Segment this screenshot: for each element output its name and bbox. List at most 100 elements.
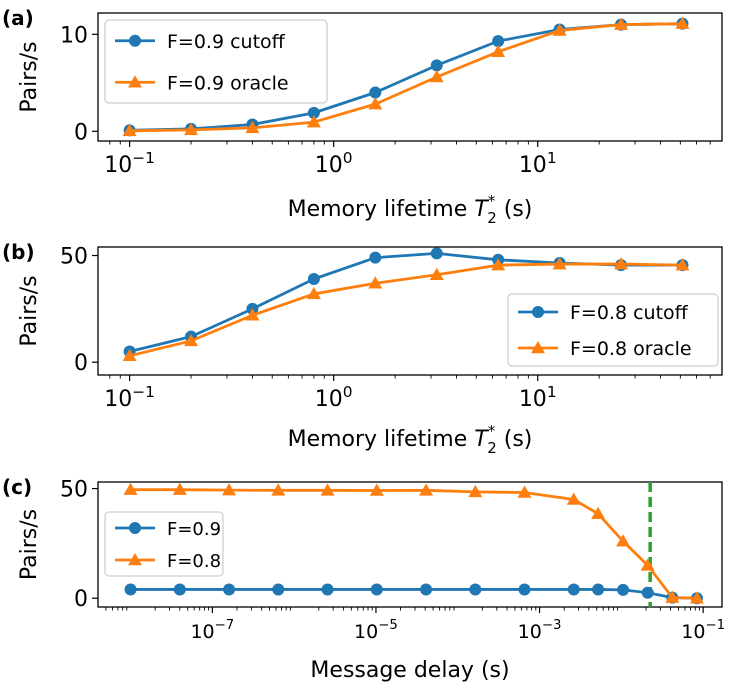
data-point: [468, 484, 483, 498]
legend-marker: [129, 34, 141, 47]
data-point: [617, 583, 630, 596]
data-point: [675, 16, 690, 29]
y-tick-label: 0: [74, 351, 88, 376]
data-point: [306, 286, 321, 300]
series-1: [122, 16, 690, 137]
x-tick-label: 100: [315, 149, 353, 178]
x-axis-label-text: Message delay (s): [310, 658, 509, 683]
data-point: [223, 583, 236, 596]
data-point: [518, 583, 531, 596]
plot-frame: [97, 12, 723, 142]
x-tick-exponent: −7: [215, 618, 235, 633]
data-point: [272, 583, 285, 596]
x-tick-exponent: 0: [343, 383, 353, 401]
x-axis-label: Memory lifetime T* 2 (s): [288, 192, 533, 227]
plot-frame: [97, 481, 723, 608]
x-tick-base: 10: [104, 387, 132, 412]
data-point: [222, 483, 237, 496]
x-tick-base: 10: [519, 153, 547, 178]
y-tick-label: 50: [60, 245, 88, 270]
x-tick-exponent: 0: [343, 149, 353, 167]
x-axis-label: Memory lifetime T* 2 (s): [288, 422, 533, 457]
legend: F=0.9 F=0.8: [104, 511, 224, 577]
data-point: [430, 247, 443, 260]
data-point: [184, 333, 199, 347]
legend-marker: [129, 522, 141, 534]
series-0: [124, 583, 703, 605]
y-tick-label: 0: [74, 587, 88, 612]
data-point: [306, 115, 321, 128]
legend: F=0.9 cutoff F=0.9 oracle: [104, 19, 328, 104]
x-axis-label-unit: (s): [497, 197, 533, 222]
data-point: [591, 506, 606, 520]
x-tick-exponent: −5: [378, 618, 398, 633]
legend-box: [507, 293, 719, 367]
data-point: [552, 257, 567, 270]
data-point: [122, 348, 137, 362]
x-tick-label: 101: [519, 149, 557, 178]
legend-marker: [128, 75, 142, 88]
data-point: [271, 483, 286, 496]
x-tick-label: 10−7: [190, 618, 234, 643]
data-point: [321, 583, 334, 596]
data-point: [492, 35, 505, 48]
data-point: [675, 258, 690, 271]
data-point: [368, 97, 383, 110]
x-tick-label: 101: [519, 383, 557, 412]
x-axis-label-text: Memory lifetime: [288, 197, 475, 222]
data-point: [245, 308, 260, 321]
x-axis-label-sup: *: [488, 422, 496, 440]
data-point: [307, 273, 320, 285]
legend-label: F=0.8 oracle: [570, 338, 692, 360]
data-point: [123, 482, 138, 495]
x-axis-label-unit: (s): [497, 427, 533, 452]
x-tick-exponent: −1: [705, 618, 725, 633]
x-tick-base: 10: [315, 387, 343, 412]
legend-marker: [532, 306, 544, 318]
x-tick-exponent: 1: [547, 149, 557, 167]
panel-label: (c): [2, 475, 32, 499]
x-tick-label: 10−1: [104, 149, 155, 178]
data-point: [567, 583, 580, 596]
legend-label: F=0.9: [167, 519, 221, 540]
data-point: [184, 122, 199, 136]
data-point: [614, 257, 629, 270]
data-point: [173, 583, 186, 596]
series-line: [129, 22, 683, 133]
y-tick-label: 10: [60, 23, 88, 48]
legend-box: [104, 19, 328, 104]
x-axis-label-sub: 2: [487, 439, 497, 457]
plot-frame: [97, 246, 723, 376]
data-point: [641, 586, 654, 599]
data-point: [430, 59, 443, 72]
x-axis-label-var: T: [474, 427, 489, 452]
data-point: [172, 482, 187, 495]
panel-label: (b): [2, 240, 35, 264]
x-tick-base: 10: [518, 621, 542, 643]
data-point: [370, 583, 383, 596]
legend-label: F=0.8: [167, 551, 221, 572]
series-line: [130, 588, 697, 600]
data-point: [245, 120, 260, 134]
x-tick-label: 10−3: [518, 618, 562, 643]
data-point: [307, 106, 320, 119]
x-axis-label-sup: *: [488, 192, 496, 210]
data-point: [592, 583, 605, 596]
x-tick-base: 10: [681, 621, 705, 643]
series-1: [123, 482, 704, 604]
x-axis-label-var: T: [474, 197, 489, 222]
data-point: [124, 583, 137, 596]
legend-label: F=0.9 cutoff: [167, 31, 286, 53]
data-point: [491, 258, 506, 271]
y-axis-label: Pairs/s: [17, 41, 42, 112]
x-tick-label: 100: [315, 383, 353, 412]
x-tick-exponent: −1: [132, 149, 155, 167]
x-tick-base: 10: [190, 621, 214, 643]
data-point: [469, 583, 482, 596]
data-point: [517, 485, 532, 498]
y-tick-label: 50: [60, 478, 88, 503]
